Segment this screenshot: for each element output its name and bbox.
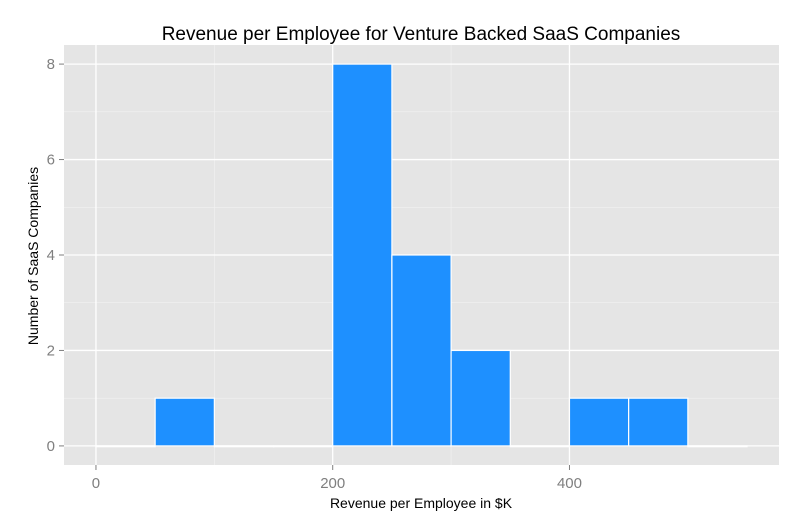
bars bbox=[95, 63, 748, 448]
y-tick-label: 6 bbox=[47, 152, 55, 169]
y-axis-title: Number of SaaS Companies bbox=[25, 167, 41, 345]
x-tick-label: 0 bbox=[92, 475, 100, 492]
histogram-bar bbox=[95, 445, 156, 448]
histogram-bar bbox=[509, 445, 571, 448]
chart-title: Revenue per Employee for Venture Backed … bbox=[162, 24, 681, 45]
histogram-bar bbox=[391, 254, 452, 447]
x-tick-labels: 0 200 400 bbox=[92, 475, 582, 492]
y-tick-label: 0 bbox=[47, 438, 55, 455]
histogram-bar bbox=[687, 445, 748, 448]
axis-ticks bbox=[59, 63, 570, 470]
x-tick-label: 200 bbox=[320, 475, 345, 492]
histogram-bar bbox=[272, 445, 334, 448]
histogram-bar bbox=[154, 397, 215, 447]
x-axis-title: Revenue per Employee in $K bbox=[330, 495, 513, 511]
histogram-bar bbox=[450, 349, 511, 447]
histogram-bar bbox=[628, 397, 689, 447]
histogram-bar bbox=[213, 445, 275, 448]
y-tick-label: 4 bbox=[47, 247, 55, 264]
y-tick-label: 2 bbox=[47, 342, 55, 359]
x-tick-label: 400 bbox=[557, 475, 582, 492]
y-tick-label: 8 bbox=[47, 56, 55, 73]
y-tick-labels: 0 2 4 6 8 bbox=[47, 56, 55, 455]
histogram-bar bbox=[568, 397, 630, 447]
histogram-bar bbox=[332, 63, 393, 447]
